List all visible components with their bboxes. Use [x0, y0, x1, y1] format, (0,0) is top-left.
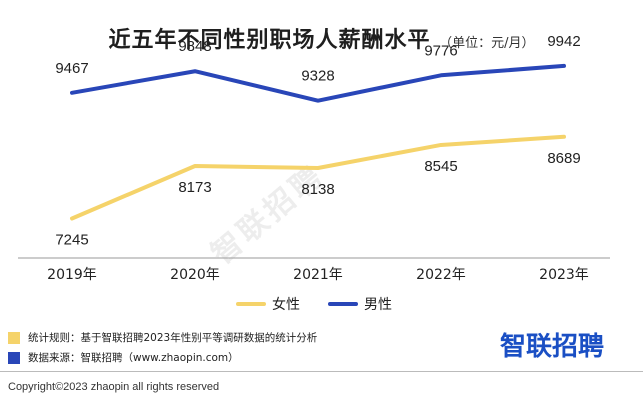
copyright-text: Copyright©2023 zhaopin all rights reserv…: [8, 381, 220, 393]
chart-title-text: 近五年不同性别职场人薪酬水平: [108, 28, 431, 53]
stat-rule-note: 统计规则：基于智联招聘2023年性别平等调研数据的统计分析: [8, 330, 317, 345]
series-line-female: [70, 134, 566, 221]
stat-rule-text: 统计规则：基于智联招聘2023年性别平等调研数据的统计分析: [28, 332, 318, 344]
series-line-male: [70, 63, 566, 103]
legend-label-male: 男性: [364, 297, 392, 313]
data-label: 9942: [547, 33, 580, 50]
data-label: 9467: [55, 60, 88, 77]
data-label: 7245: [55, 232, 88, 249]
data-label: 9776: [424, 42, 457, 59]
data-label: 9848: [178, 38, 211, 55]
data-label: 8689: [547, 150, 580, 167]
x-tick-label: 2020年: [170, 267, 220, 283]
chart-title: 近五年不同性别职场人薪酬水平 （单位：元/月）: [0, 22, 643, 54]
data-source-text: 数据来源：智联招聘（www.zhaopin.com）: [28, 352, 239, 364]
x-tick-label: 2023年: [539, 267, 589, 283]
footer-divider: [0, 371, 643, 372]
x-tick-label: 2021年: [293, 267, 343, 283]
data-label: 8173: [178, 179, 211, 196]
zhaopin-logo-text: 智联招聘: [500, 332, 604, 362]
x-tick-label: 2022年: [416, 267, 466, 283]
x-tick-label: 2019年: [47, 267, 97, 283]
data-source-square: [8, 351, 20, 364]
data-source-note: 数据来源：智联招聘（www.zhaopin.com）: [8, 350, 239, 365]
legend-label-female: 女性: [272, 296, 300, 313]
chart-unit-label: （单位：元/月）: [439, 36, 535, 51]
stat-rule-square: [8, 331, 20, 344]
data-label: 9328: [301, 68, 334, 85]
line-chart: 2019年 2020年 2021年 2022年 2023年 7245 8173 8138 854…: [18, 33, 610, 313]
data-label: 8545: [424, 158, 457, 175]
zhaopin-logo: 智联招聘: [500, 332, 604, 362]
data-label: 8138: [301, 181, 334, 198]
